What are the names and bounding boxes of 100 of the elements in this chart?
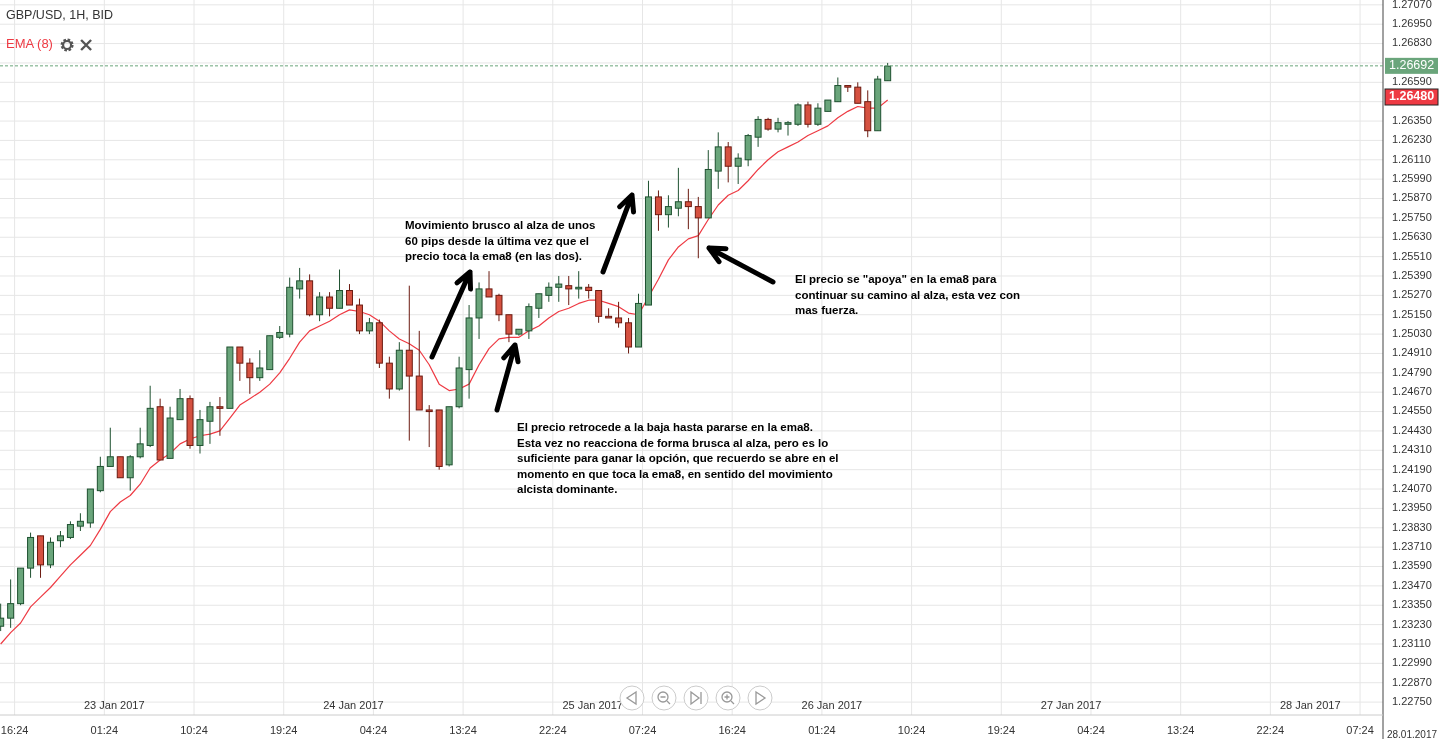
candlestick (794, 102, 802, 127)
candlestick (754, 115, 762, 148)
x2-tick-label: 26 Jan 2017 (801, 698, 863, 711)
candlestick (555, 275, 563, 303)
x-tick-label: 16:24 (0, 723, 29, 736)
x-tick-label: 07:24 (1346, 723, 1374, 736)
y-tick-label: 1.26590 (1392, 75, 1432, 88)
candlestick (684, 188, 692, 230)
x-tick-label: 10:24 (180, 723, 208, 736)
x-tick-label: 19:24 (269, 723, 298, 736)
text: 28.01.2017 (1386, 728, 1438, 739)
candlestick (535, 293, 543, 319)
candlestick (784, 120, 792, 137)
x-tick-label: 10:24 (897, 723, 926, 736)
candlestick (674, 167, 682, 217)
candlestick (734, 152, 742, 185)
y-tick-label: 1.26950 (1392, 17, 1432, 30)
candlestick (206, 401, 214, 445)
candlestick (236, 346, 244, 382)
x-tick-label: 22:24 (539, 723, 567, 736)
candlestick (126, 454, 134, 492)
candlestick (136, 427, 144, 459)
candlestick (654, 189, 662, 232)
y-tick-label: 1.25870 (1392, 191, 1432, 204)
y-tick-label: 1.26830 (1392, 36, 1432, 49)
candlestick (176, 388, 184, 421)
candlestick (545, 281, 553, 303)
y-tick-label: 1.23470 (1392, 578, 1432, 591)
x-tick-label: 13:24 (449, 723, 477, 736)
text: 1.26480 (1389, 89, 1435, 104)
x2-tick-label: 28 Jan 2017 (1279, 698, 1341, 711)
y-tick-label: 1.25990 (1392, 172, 1432, 185)
x-tick-label: 04:24 (1077, 723, 1105, 736)
candlestick (326, 291, 334, 317)
candlestick (854, 81, 862, 104)
candlestick (116, 456, 124, 479)
candlestick (425, 404, 433, 448)
y-tick-label: 1.26350 (1392, 113, 1432, 126)
candlestick (495, 293, 503, 322)
x-tick-label: 01:24 (90, 723, 119, 736)
y-tick-label: 1.22990 (1392, 656, 1432, 669)
ref-line-label: 1.26692 (1389, 58, 1435, 73)
y-tick-label: 1.23950 (1392, 501, 1432, 514)
y-tick-label: 1.25030 (1392, 327, 1432, 339)
annotation: El precio retrocede a la baja hasta pararse en la ema8. Esta vez no reacciona de forma brusca al alza, pero es lo suficiente para ganar la opción, que recuerdo se abre en el momento en que toca la ema8, en sentido del movimiento alcista dominante. (517, 421, 839, 496)
x-tick-label: 22:24 (1256, 723, 1285, 736)
y-tick-label: 1.24190 (1392, 462, 1432, 475)
candlestick (345, 283, 353, 306)
x2-tick-label: 23 Jan 2017 (84, 698, 145, 711)
candlestick (615, 301, 623, 329)
candlestick (296, 267, 304, 300)
candlestick (256, 349, 264, 382)
candlestick (336, 269, 344, 309)
y-tick-label: 1.24790 (1392, 365, 1432, 378)
y-tick-label: 1.23590 (1392, 559, 1432, 572)
x2-tick-label: 24 Jan 2017 (323, 698, 384, 711)
x-tick-label: 13:24 (1166, 723, 1195, 736)
x2-tick-label: 25 Jan 2017 (562, 698, 623, 711)
y-tick-label: 1.24430 (1392, 423, 1432, 436)
y-tick-label: 1.22750 (1392, 694, 1432, 707)
y-tick-label: 1.25150 (1392, 307, 1432, 320)
candlestick (565, 275, 573, 306)
y-tick-label: 1.24550 (1392, 404, 1432, 417)
y-tick-label: 1.23230 (1392, 617, 1432, 630)
y-tick-label: 1.23350 (1392, 598, 1432, 611)
x2-tick-label: 27 Jan 2017 (1040, 698, 1102, 711)
candlestick (106, 427, 114, 467)
text: GBP/USD, 1H, BID (6, 8, 113, 23)
y-tick-label: 1.25270 (1392, 288, 1432, 301)
annotation: Movimiento brusco al alza de unos 60 pips desde la última vez que el precio toca la ema8 (en las dos). (405, 219, 596, 263)
y-tick-label: 1.22870 (1392, 675, 1432, 688)
candlestick (804, 101, 812, 129)
y-tick-label: 1.24910 (1392, 346, 1432, 359)
candlestick (246, 357, 254, 395)
candlestick (505, 314, 513, 343)
y-tick-label: 1.26110 (1392, 152, 1431, 165)
y-tick-label: 1.27070 (1392, 0, 1432, 10)
y-tick-label: 1.23710 (1392, 540, 1432, 553)
x-tick-label: 01:24 (808, 723, 836, 736)
y-tick-label: 1.25750 (1392, 210, 1432, 223)
annotation: El precio se "apoya" en la ema8 para continuar su camino al alza, esta vez con mas fuerza. (795, 273, 1020, 317)
candlestick (316, 291, 324, 322)
text: EMA (8) (6, 36, 53, 52)
y-tick-label: 1.24670 (1392, 385, 1432, 398)
y-tick-label: 1.26230 (1392, 133, 1432, 146)
x-tick-label: 19:24 (987, 723, 1016, 736)
x-tick-label: 04:24 (359, 723, 388, 736)
candlestick (694, 196, 702, 259)
candlestick (7, 578, 15, 629)
y-tick-label: 1.24310 (1392, 443, 1432, 456)
candlestick (814, 102, 822, 127)
candlestick (664, 194, 672, 229)
y-tick-label: 1.25630 (1392, 230, 1432, 243)
y-tick-label: 1.23830 (1392, 520, 1432, 533)
candlestick (575, 270, 583, 300)
y-tick-label: 1.25390 (1392, 268, 1432, 281)
candlestick (216, 396, 224, 437)
candlestick (724, 141, 732, 183)
candlestick (834, 76, 842, 103)
y-tick-label: 1.25510 (1392, 249, 1432, 262)
